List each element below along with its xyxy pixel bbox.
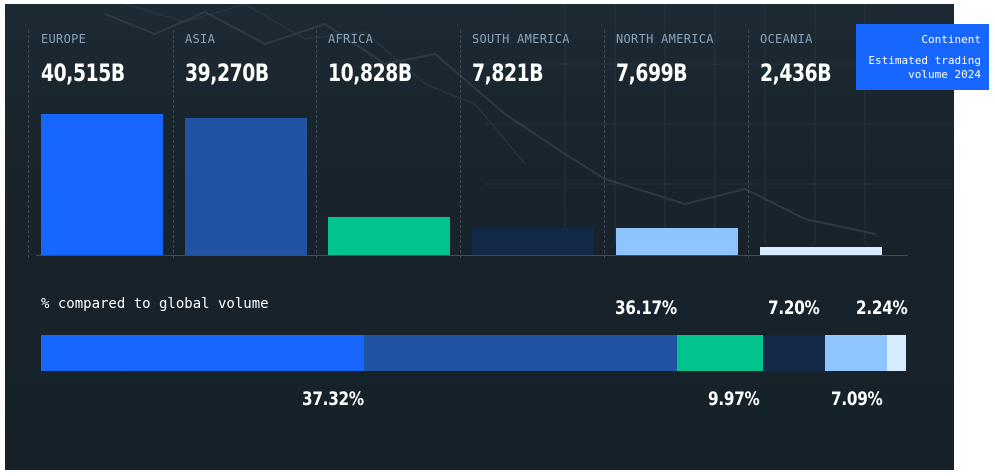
segment-asia xyxy=(363,335,678,371)
column-separator xyxy=(748,30,749,258)
column-separator xyxy=(173,30,174,258)
category-label-africa: AFRICA xyxy=(328,32,374,46)
bar-africa xyxy=(328,217,450,255)
percentage-chart-title: % compared to global volume xyxy=(41,296,269,312)
category-label-europe: EUROPE xyxy=(41,32,87,46)
value-label-asia: 39,270B xyxy=(185,59,269,87)
percent-label-europe: 37.32% xyxy=(302,388,364,410)
column-separator xyxy=(316,30,317,258)
category-label-north-america: NORTH AMERICA xyxy=(616,32,714,46)
percent-label-south-america: 7.20% xyxy=(768,297,820,319)
percent-label-asia: 36.17% xyxy=(615,297,677,319)
percent-label-oceania: 2.24% xyxy=(856,297,908,319)
segment-europe xyxy=(41,335,365,371)
bar-south-america xyxy=(472,228,594,255)
chart-panel: EUROPE ASIA AFRICA SOUTH AMERICA NORTH A… xyxy=(5,4,954,470)
value-label-europe: 40,515B xyxy=(41,59,125,87)
bar-north-america xyxy=(616,228,738,255)
legend-subtitle: Estimated trading volume 2024 xyxy=(868,54,981,81)
segment-north-america xyxy=(825,335,888,371)
column-separator xyxy=(28,30,29,258)
category-label-south-america: SOUTH AMERICA xyxy=(472,32,570,46)
value-label-africa: 10,828B xyxy=(328,59,412,87)
percent-label-north-america: 7.09% xyxy=(831,388,883,410)
value-label-south-america: 7,821B xyxy=(472,59,544,87)
bar-asia xyxy=(185,118,307,255)
percent-label-africa: 9.97% xyxy=(708,388,760,410)
bar-europe xyxy=(41,114,163,255)
chart-baseline xyxy=(36,255,908,256)
segment-oceania xyxy=(886,335,907,371)
column-separator xyxy=(460,30,461,258)
background-decoration xyxy=(104,4,954,244)
value-label-north-america: 7,699B xyxy=(616,59,688,87)
category-label-asia: ASIA xyxy=(185,32,216,46)
segment-africa xyxy=(676,335,764,371)
column-separator xyxy=(604,30,605,258)
legend-box: Continent Estimated trading volume 2024 xyxy=(856,24,989,90)
legend-title: Continent xyxy=(921,33,981,46)
bar-oceania xyxy=(760,247,882,255)
category-label-oceania: OCEANIA xyxy=(760,32,813,46)
segment-south-america xyxy=(763,335,826,371)
value-label-oceania: 2,436B xyxy=(760,59,832,87)
